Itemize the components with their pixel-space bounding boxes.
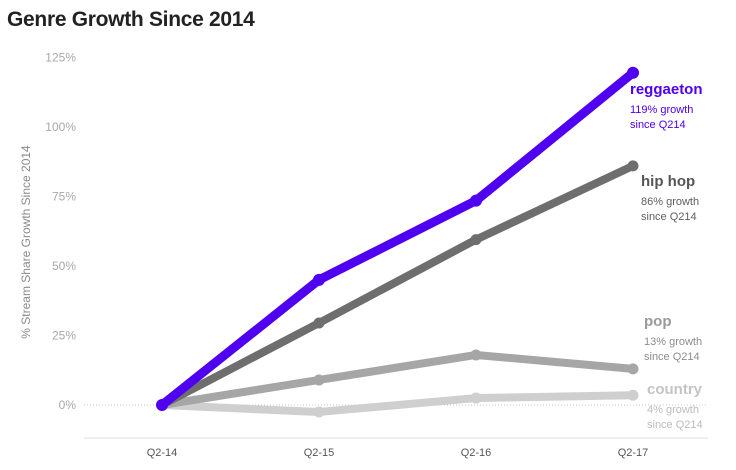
series-name: reggaeton: [630, 81, 703, 98]
series-line: [157, 68, 638, 410]
data-point: [470, 349, 482, 361]
data-point: [313, 317, 325, 329]
series-note: since Q214: [630, 119, 686, 131]
series-note: 13% growth: [644, 336, 702, 348]
data-point: [627, 160, 639, 172]
x-tick-label: Q2-15: [304, 447, 335, 459]
series-label: pop 13% growth since Q214: [644, 313, 702, 363]
data-point: [156, 399, 168, 411]
series-line: [158, 350, 637, 409]
series-label: hip hop 86% growth since Q214: [641, 173, 699, 223]
series-reggaeton: [156, 66, 639, 411]
data-point: [313, 374, 325, 386]
data-point: [627, 66, 639, 79]
series-note: since Q214: [647, 419, 703, 431]
series-note: 4% growth: [647, 404, 699, 416]
data-point: [470, 194, 482, 207]
y-tick-label: 50%: [52, 259, 76, 273]
y-ticks: 0% 25% 50% 75% 100% 125%: [45, 51, 76, 413]
series-group: [156, 66, 639, 418]
x-tick-label: Q2-14: [147, 447, 178, 459]
y-tick-label: 75%: [52, 190, 76, 204]
data-point: [627, 363, 639, 375]
data-point: [470, 234, 482, 246]
data-point: [470, 392, 482, 404]
data-point: [627, 389, 639, 401]
series-label: country 4% growth since Q214: [647, 381, 703, 431]
series-hip-hop: [156, 160, 639, 411]
x-ticks: Q2-14 Q2-15 Q2-16 Q2-17: [147, 447, 649, 459]
series-line: [158, 161, 637, 409]
series-note: since Q214: [644, 351, 700, 363]
series-label: reggaeton 119% growth since Q214: [630, 81, 703, 131]
data-point: [313, 273, 325, 286]
series-name: pop: [644, 313, 672, 330]
series-name: country: [647, 381, 703, 398]
data-point: [313, 406, 325, 418]
x-tick-label: Q2-16: [461, 447, 492, 459]
series-name: hip hop: [641, 173, 695, 190]
y-tick-label: 125%: [45, 51, 76, 65]
y-tick-label: 100%: [45, 120, 76, 134]
series-note: 119% growth: [630, 104, 693, 116]
y-axis-label-group: % Stream Share Growth Since 2014: [19, 145, 33, 339]
x-tick-label: Q2-17: [618, 447, 649, 459]
series-note: since Q214: [641, 211, 697, 223]
y-axis-label: % Stream Share Growth Since 2014: [19, 145, 33, 339]
series-labels: country 4% growth since Q214 pop 13% growth s…: [630, 81, 703, 431]
series-line: [158, 391, 637, 416]
y-tick-label: 0%: [59, 398, 77, 412]
y-tick-label: 25%: [52, 329, 76, 343]
chart-title: Genre Growth Since 2014: [7, 8, 255, 31]
series-note: 86% growth: [641, 196, 699, 208]
